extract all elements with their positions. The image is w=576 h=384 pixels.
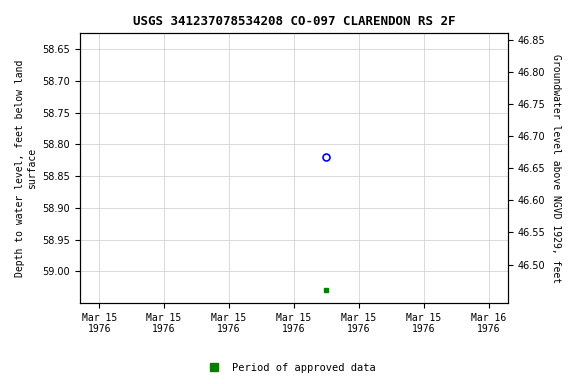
Legend: Period of approved data: Period of approved data <box>196 359 380 377</box>
Title: USGS 341237078534208 CO-097 CLARENDON RS 2F: USGS 341237078534208 CO-097 CLARENDON RS… <box>132 15 455 28</box>
Y-axis label: Groundwater level above NGVD 1929, feet: Groundwater level above NGVD 1929, feet <box>551 54 561 283</box>
Y-axis label: Depth to water level, feet below land
surface: Depth to water level, feet below land su… <box>15 60 37 277</box>
